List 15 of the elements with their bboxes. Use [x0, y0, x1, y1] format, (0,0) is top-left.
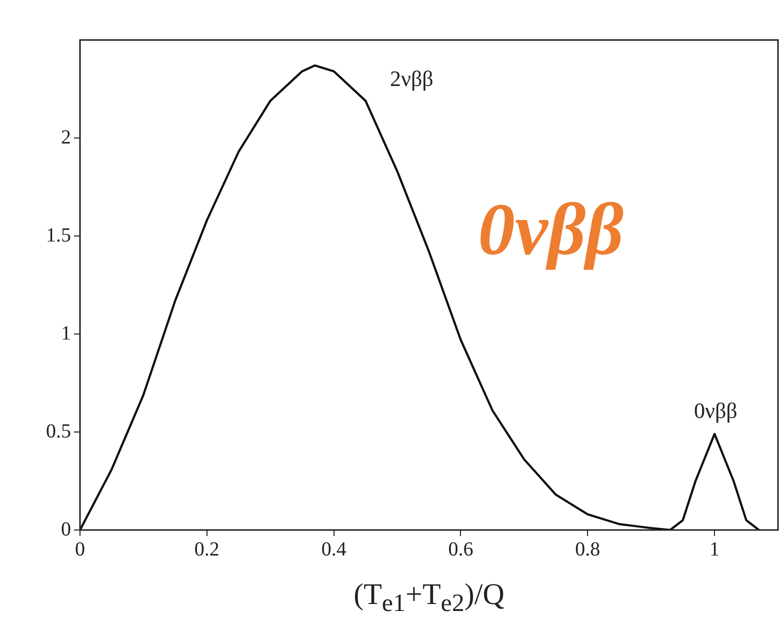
y-tick-label: 1 — [61, 322, 71, 344]
annotation: 0νββ — [694, 398, 738, 424]
x-tick-label: 0 — [75, 538, 85, 560]
y-tick-label: 2 — [61, 126, 71, 148]
x-tick-label: 0.6 — [448, 538, 474, 560]
x-tick-label: 0.8 — [575, 538, 600, 560]
x-tick-label: 1 — [710, 538, 720, 560]
x-axis-title: (T$_{e1}$+T$_{e2}$)/Q — [352, 578, 506, 618]
x-tick-label: 0.2 — [194, 538, 220, 560]
y-tick-label: 1.5 — [46, 224, 71, 246]
x-tick-label: 0.4 — [321, 538, 346, 560]
annotation: 2νββ — [390, 66, 434, 92]
y-tick-label: 0 — [61, 518, 71, 540]
y-tick-label: 0.5 — [46, 420, 71, 442]
annotation: 0νββ — [478, 188, 624, 273]
